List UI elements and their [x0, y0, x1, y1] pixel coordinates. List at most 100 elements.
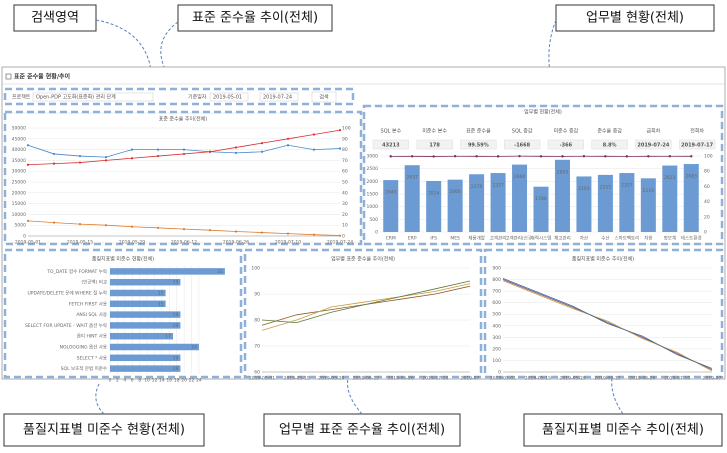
- bar-value-label: 2327: [621, 183, 633, 189]
- bar-value-label: 15: [158, 301, 164, 307]
- point: [79, 223, 81, 225]
- chart-title: 품질지표별 미준수 추이(전체): [572, 256, 634, 263]
- y-tick-label: 50: [342, 180, 348, 186]
- y-tick-label: 1000: [367, 204, 379, 210]
- y-tick-label: 500: [369, 217, 378, 223]
- point: [79, 155, 81, 157]
- rate-point: [454, 155, 456, 157]
- y-tick-label: 100: [492, 358, 501, 364]
- bar-value-label: 2255: [600, 184, 612, 190]
- point: [313, 149, 315, 151]
- x-tick-label: ERP: [408, 236, 417, 242]
- rate-point: [475, 155, 477, 157]
- x-tick-label: 스마트팩토리: [614, 235, 639, 242]
- project-value: Open-PDP 고도화(표준화) 관리 단계: [36, 94, 116, 101]
- x-tick-label: 6: [131, 378, 134, 384]
- chart-title: 표준 준수율 추이(전체): [159, 116, 208, 123]
- y-tick-label: 700: [492, 289, 501, 295]
- y-tick-label: SELECT FOR UPDATE - WAIT 옵션 누락: [25, 322, 107, 329]
- y-tick-label: 옵티 HINT 사용: [77, 333, 107, 340]
- y-tick-label: ANSI SQL 사용: [76, 311, 107, 318]
- point: [53, 222, 55, 224]
- x-tick-label: 재고관리: [554, 235, 571, 242]
- x-tick-label: 2019-05-01: [490, 376, 516, 382]
- kpi-value: 99.59%: [468, 143, 489, 149]
- date-value: 2019-05-01: [213, 95, 242, 101]
- y-tick-label: 90: [342, 136, 348, 142]
- y-tick-label: 0: [23, 234, 26, 240]
- y-tick-label: 900: [492, 266, 501, 272]
- bar: [110, 344, 199, 350]
- bar-value-label: 2683: [686, 174, 698, 180]
- point: [235, 230, 237, 232]
- x-tick-label: 이력시스템: [531, 235, 552, 242]
- bar: [110, 333, 173, 339]
- rate-point: [583, 155, 585, 157]
- bar: [110, 311, 180, 317]
- x-tick-label: 12: [152, 378, 158, 384]
- x-tick-label: 테스트환경: [681, 235, 702, 242]
- x-tick-label: 2: [116, 378, 119, 384]
- kpi-label: 미준수 증감: [554, 128, 579, 135]
- point: [261, 151, 263, 153]
- rate-point: [497, 155, 499, 157]
- point: [313, 234, 315, 236]
- rate-point: [518, 155, 520, 157]
- bar-value-label: 19: [173, 312, 179, 318]
- y-tick-label: 35000: [12, 158, 26, 164]
- point: [235, 152, 237, 154]
- rate-point: [647, 155, 649, 157]
- x-tick-label: 2019-07-24: [327, 240, 353, 246]
- bar-value-label: 2623: [664, 175, 676, 181]
- bar: [598, 175, 613, 232]
- y-tick-label: 10000: [12, 212, 26, 218]
- bar-value-label: 2850: [557, 169, 569, 175]
- bar-value-label: 24: [191, 345, 197, 351]
- x-tick-label: 2019-07-10: [664, 376, 690, 382]
- point: [339, 129, 341, 131]
- callout: 품질지표별 미준수 추이(전체): [542, 423, 704, 438]
- point: [105, 159, 107, 161]
- point: [131, 226, 133, 228]
- bar-value-label: 31: [217, 269, 223, 275]
- x-tick-label: 2019-06-12: [594, 376, 620, 382]
- y-tick-label: 50000: [12, 126, 26, 132]
- y-tick-label: UPDATE/DELETE 문에 WHERE 절 누락: [27, 290, 107, 297]
- chart-title: 품질지표별 미준수 현황(전체): [92, 256, 154, 263]
- connector: [612, 378, 623, 414]
- x-tick-label: 2019-05-15: [284, 376, 310, 382]
- y-tick-label: 70: [254, 344, 260, 350]
- y-tick-label: 600: [492, 300, 501, 306]
- x-tick-label: 2019-06-12: [171, 240, 197, 246]
- rate-point: [626, 155, 628, 157]
- rate-point: [561, 155, 563, 157]
- checkbox[interactable]: [6, 74, 11, 79]
- y-tick-label: 0: [375, 230, 378, 236]
- point: [287, 233, 289, 235]
- bar-value-label: 2049: [385, 190, 397, 196]
- bar-value-label: 2066: [449, 189, 461, 195]
- point: [53, 153, 55, 155]
- bar-value-label: 2014: [428, 190, 440, 196]
- bar-value-label: 19: [173, 355, 179, 361]
- point: [53, 163, 55, 165]
- point: [235, 146, 237, 148]
- point: [261, 142, 263, 144]
- point: [209, 151, 211, 153]
- x-tick-label: 2019-05-29: [318, 376, 344, 382]
- bar: [110, 322, 180, 328]
- kpi-label: SQL 증감: [512, 128, 533, 135]
- y-tick-label: 400: [492, 323, 501, 329]
- rate-point: [669, 155, 671, 157]
- point: [27, 144, 29, 146]
- date-value: 2019-07-24: [263, 95, 292, 101]
- bar-value-label: 2637: [406, 175, 418, 181]
- chart-title: 업무별 표준 준수율 추이(전체): [331, 256, 395, 263]
- point: [209, 229, 211, 231]
- x-tick-label: 2019-05-01: [15, 240, 41, 246]
- search-label: 프로젝트: [12, 94, 31, 101]
- bar-value-label: 2327: [492, 183, 504, 189]
- x-tick-label: 24: [196, 378, 202, 384]
- y-tick-label: 800: [492, 277, 501, 283]
